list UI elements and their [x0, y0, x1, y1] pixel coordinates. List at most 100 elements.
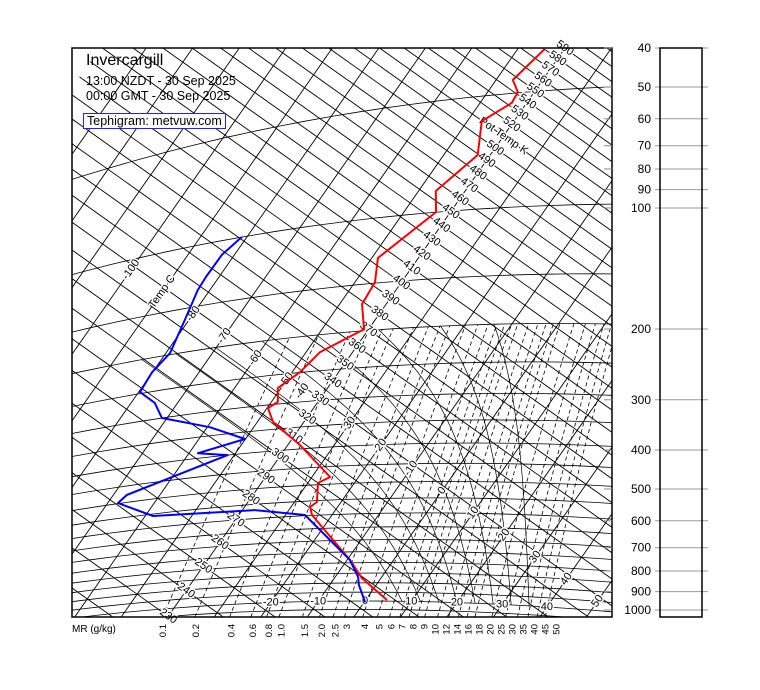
dry-adiabat-line	[162, 47, 613, 368]
isobar-line	[71, 203, 613, 275]
local-time: 13:00 NZDT - 30 Sep 2025	[86, 74, 236, 88]
dry-adiabat-line	[71, 472, 276, 618]
dry-adiabat-line	[71, 143, 613, 528]
mixing-ratio-label: 0.8	[264, 624, 275, 637]
dry-adiabat-line	[564, 47, 613, 83]
isotherm-label: 40	[558, 571, 575, 588]
isobar-line	[71, 322, 613, 375]
isotherm-bottom-label: -20	[263, 597, 279, 609]
pressure-label: 200	[631, 322, 651, 336]
dry-adiabat-line	[102, 47, 613, 411]
isotherm-label: -20	[370, 436, 389, 456]
isobar-line	[71, 497, 613, 526]
isotherm-line	[71, 47, 333, 422]
mixing-ratio-label: 1.5	[300, 624, 311, 637]
pressure-label: 900	[631, 585, 651, 599]
mixing-ratio-label: 0.4	[226, 624, 237, 637]
dry-adiabat-line	[328, 47, 613, 250]
isobar-line	[82, 600, 613, 618]
theta-label: 240	[175, 580, 197, 600]
theta-label: 310	[283, 426, 305, 446]
pressure-label: 700	[631, 541, 651, 555]
saturated-adiabat-line	[493, 324, 530, 606]
dry-adiabat-line	[403, 47, 613, 197]
pressure-label: 70	[638, 139, 652, 153]
mixing-ratio-label: 0.1	[158, 624, 169, 637]
isobar-line	[71, 361, 613, 407]
isotherm-line	[586, 580, 613, 618]
isotherm-label: -30	[339, 414, 358, 434]
dry-adiabat-line	[191, 47, 613, 347]
dry-adiabat-line	[71, 587, 114, 618]
isotherm-bottom-label: 10	[405, 595, 417, 607]
plot-frame	[71, 47, 613, 618]
mixing-ratio-label: 0.2	[191, 624, 202, 637]
mixing-ratio-line	[416, 323, 513, 618]
isotherm-bottom-label: 20	[451, 597, 463, 609]
isotherm-line	[213, 47, 612, 618]
isobar-line	[161, 609, 565, 618]
mixing-ratio-line	[399, 323, 498, 618]
isotherm-label: 50	[589, 593, 606, 610]
isobar-line	[71, 591, 613, 611]
sounding-profiles	[116, 48, 546, 603]
pressure-label: 600	[631, 514, 651, 528]
dry-adiabat-line	[71, 94, 613, 480]
dry-adiabat-line	[275, 47, 613, 288]
saturated-adiabat-line	[440, 325, 512, 605]
dry-adiabat-line	[71, 168, 613, 554]
dry-adiabat-line	[71, 338, 464, 618]
dry-adiabat-line	[475, 47, 613, 146]
saturated-adiabat-line	[316, 334, 476, 604]
mixing-ratio-label: 5	[375, 624, 386, 629]
mixing-ratio-label: 0.6	[248, 624, 259, 637]
pressure-label: 500	[631, 482, 651, 496]
mixing-ratio-label: 8	[409, 624, 420, 629]
theta-label: 320	[296, 407, 318, 427]
theta-label: 370	[357, 319, 379, 339]
theta-label: 250	[192, 556, 214, 576]
dry-adiabat-line	[71, 307, 507, 618]
side-panel	[659, 47, 703, 618]
saturated-adiabat-line	[261, 340, 458, 603]
mixing-ratio-label: 16	[464, 624, 475, 635]
credit-link[interactable]: Tephigram: metvuw.com	[83, 113, 226, 129]
pressure-axis: 40 50 60 70 80 90 100 200 300 400 500 600 700 800 900 1…	[604, 41, 708, 617]
pressure-label: 100	[631, 201, 651, 215]
mixing-ratio-label: 4	[360, 624, 371, 629]
mixing-ratio-line	[474, 323, 561, 618]
dry-adiabat-line	[71, 194, 613, 580]
isotherm-line	[71, 47, 240, 288]
mixing-ratio-line	[458, 323, 547, 618]
isotherm-label: -60	[246, 348, 265, 368]
isobar-line	[71, 481, 613, 511]
theta-label: 390	[380, 288, 402, 308]
dry-adiabat-line	[379, 47, 613, 214]
mixing-ratio-label: 12	[442, 624, 453, 635]
temperature-profile-line	[267, 48, 546, 601]
isotherm-line	[539, 513, 613, 618]
mixing-ratio-axis: 0.1 0.2 0.4 0.6 0.8 1.0 1.5 2.0 2.5 3 4 5 6 7 8 9 10 12 14…	[158, 624, 563, 637]
mixing-ratio-label: 35	[519, 624, 530, 635]
mixing-ratio-label: 7	[398, 624, 409, 629]
dry-adiabat-line	[428, 47, 613, 179]
isobar-line	[71, 562, 613, 584]
isotherm-line	[260, 113, 613, 618]
mixing-ratio-label: 45	[541, 624, 552, 635]
saturated-adiabat-line	[175, 353, 421, 602]
theta-label: 380	[369, 303, 391, 323]
isotherm-line	[71, 47, 147, 155]
mixing-ratio-line	[424, 323, 519, 617]
grid-lines	[71, 47, 613, 618]
dry-adiabat-line	[71, 278, 549, 618]
theta-label: 300	[269, 446, 291, 466]
dry-adiabat-line	[71, 249, 589, 618]
mixing-ratio-label: 1.0	[276, 624, 287, 637]
saturated-adiabat-line	[378, 329, 494, 605]
theta-label: 280	[240, 487, 262, 507]
isobar-line	[71, 512, 613, 539]
mixing-ratio-axis-label: MR (g/kg)	[72, 624, 116, 635]
isotherm-label: -70	[215, 326, 234, 346]
isobar-line	[71, 551, 613, 574]
isotherm-bottom-label: -10	[310, 595, 326, 607]
